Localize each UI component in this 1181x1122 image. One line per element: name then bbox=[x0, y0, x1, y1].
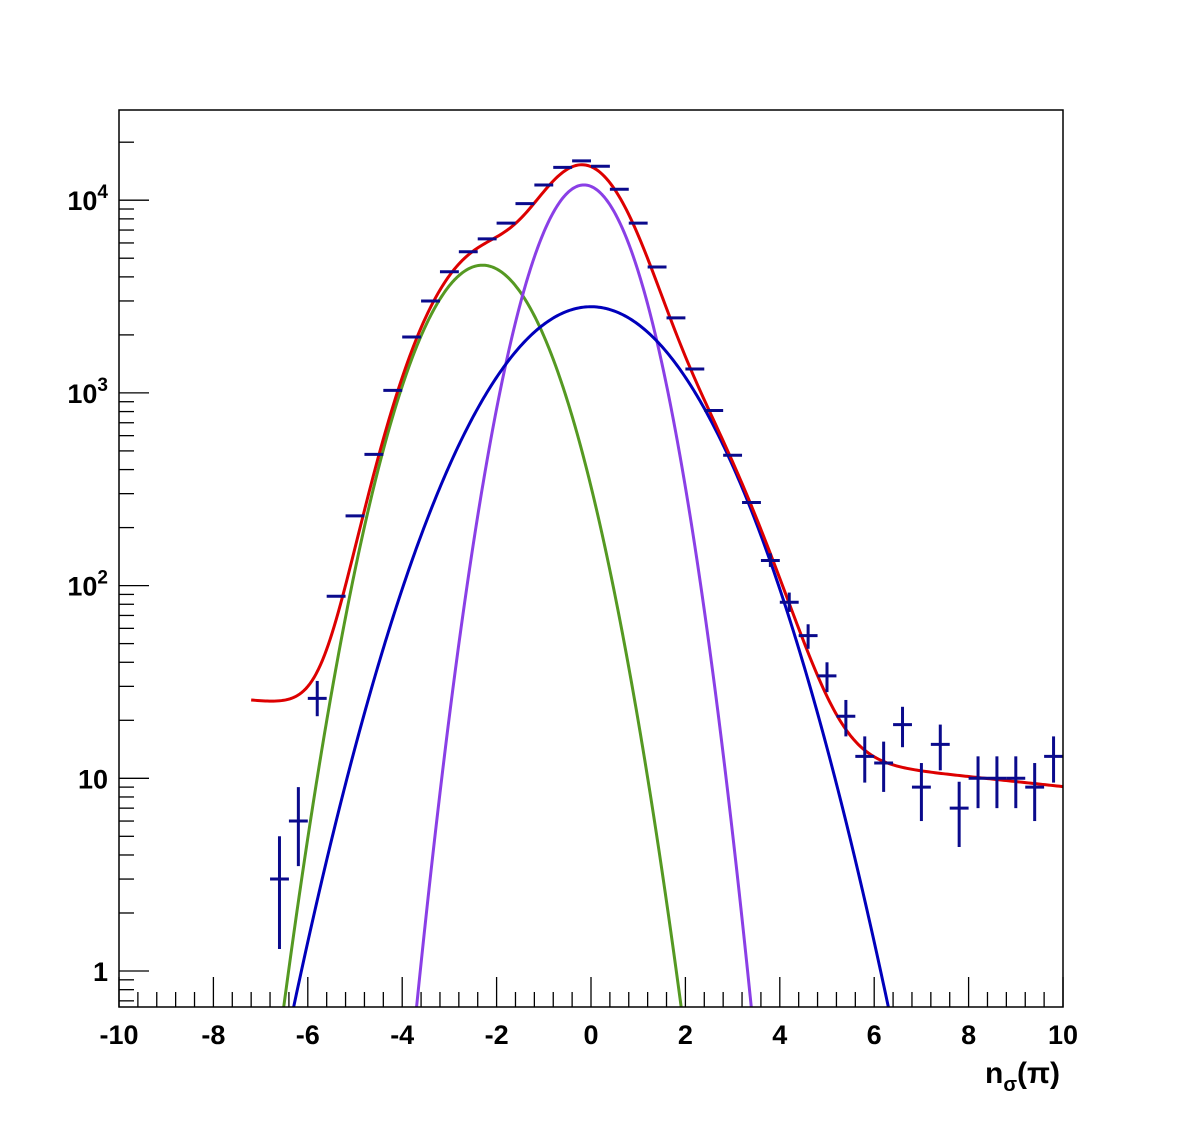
x-tick-label: 10 bbox=[1048, 1020, 1078, 1050]
y-tick-label-exponent: 3 bbox=[97, 375, 108, 396]
y-tick-label: 1 bbox=[93, 957, 108, 987]
y-tick-label-exponent: 4 bbox=[97, 182, 108, 203]
x-tick-label: -10 bbox=[99, 1020, 138, 1050]
data-point bbox=[893, 706, 912, 748]
data-point bbox=[760, 553, 780, 567]
x-tick-label: 2 bbox=[678, 1020, 693, 1050]
y-tick-label-base: 10 bbox=[78, 764, 108, 794]
data-point bbox=[874, 741, 894, 792]
data-points bbox=[270, 159, 1063, 950]
y-tick-label-exponent: 2 bbox=[97, 568, 108, 589]
data-point bbox=[911, 763, 931, 822]
data-point bbox=[1044, 736, 1063, 783]
x-axis-title-argument: (π) bbox=[1017, 1057, 1060, 1090]
data-point bbox=[968, 756, 988, 809]
plot-frame bbox=[118, 109, 1064, 1008]
x-tick-labels: -10 -8 -6 -4 -2 0 2 4 6 8 10 bbox=[99, 1020, 1078, 1050]
data-point bbox=[779, 592, 799, 612]
curve-total bbox=[251, 163, 1063, 789]
data-point bbox=[270, 836, 289, 950]
data-point bbox=[798, 624, 818, 649]
data-point bbox=[1006, 756, 1026, 809]
x-tick-label: -2 bbox=[485, 1020, 509, 1050]
x-tick-label: -6 bbox=[296, 1020, 320, 1050]
y-tick-label: 104 bbox=[67, 182, 108, 216]
x-tick-label: 0 bbox=[583, 1020, 598, 1050]
data-point bbox=[949, 781, 969, 848]
data-point bbox=[307, 680, 327, 717]
y-tick-label: 102 bbox=[67, 568, 108, 602]
y-tick-label-base: 10 bbox=[67, 379, 97, 409]
y-tick-label-base: 10 bbox=[67, 186, 97, 216]
x-axis-title: nσ(π) bbox=[985, 1057, 1060, 1096]
data-point bbox=[288, 787, 308, 867]
data-point bbox=[855, 736, 875, 783]
y-tick-label: 10 bbox=[78, 764, 108, 794]
x-axis-title-subscript: σ bbox=[1003, 1074, 1017, 1096]
fit-curves bbox=[251, 163, 1063, 1007]
data-point bbox=[1025, 763, 1045, 822]
x-tick-label: -8 bbox=[201, 1020, 225, 1050]
y-tick-label: 103 bbox=[67, 375, 108, 409]
data-point bbox=[817, 662, 837, 693]
curve-blue bbox=[292, 305, 890, 1007]
x-tick-label: 6 bbox=[867, 1020, 882, 1050]
y-tick-label-base: 1 bbox=[93, 957, 108, 987]
data-point bbox=[836, 699, 856, 737]
data-point bbox=[987, 756, 1007, 809]
y-tick-label-base: 10 bbox=[67, 572, 97, 602]
x-tick-label: -4 bbox=[390, 1020, 414, 1050]
x-axis-title-base: n bbox=[985, 1057, 1003, 1090]
x-tick-label: 4 bbox=[772, 1020, 787, 1050]
data-point bbox=[930, 724, 950, 771]
axis-ticks bbox=[118, 141, 1064, 1007]
curve-purple bbox=[415, 183, 753, 1007]
x-tick-label: 8 bbox=[961, 1020, 976, 1050]
curve-green bbox=[282, 263, 683, 1007]
